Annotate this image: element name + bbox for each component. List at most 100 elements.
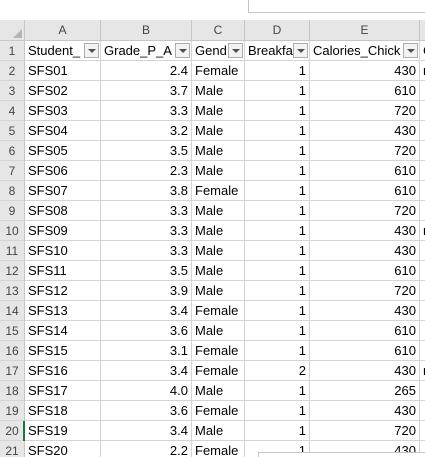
row-header-15[interactable]: 15 <box>0 321 25 341</box>
calories-cell[interactable]: 610 <box>310 161 420 181</box>
column-header-f[interactable] <box>420 20 425 41</box>
row-header-12[interactable]: 12 <box>0 261 25 281</box>
student-id-cell[interactable]: SFS10 <box>25 241 101 261</box>
column-f-cell[interactable] <box>420 261 425 281</box>
gender-cell[interactable]: Male <box>192 421 245 441</box>
gender-cell[interactable]: Male <box>192 261 245 281</box>
calories-cell[interactable]: 610 <box>310 261 420 281</box>
header-cell-f-partial[interactable]: C <box>420 41 425 61</box>
row-header-14[interactable]: 14 <box>0 301 25 321</box>
select-all-corner[interactable] <box>0 20 25 41</box>
row-header-11[interactable]: 11 <box>0 241 25 261</box>
student-id-cell[interactable]: SFS09 <box>25 221 101 241</box>
grade-cell[interactable]: 3.6 <box>101 321 192 341</box>
header-cell-breakfast[interactable]: Breakfa <box>245 41 310 61</box>
calories-cell[interactable]: 720 <box>310 421 420 441</box>
grade-cell[interactable]: 3.4 <box>101 361 192 381</box>
breakfast-cell[interactable]: 1 <box>245 201 310 221</box>
gender-cell[interactable]: Female <box>192 301 245 321</box>
grade-cell[interactable]: 3.3 <box>101 221 192 241</box>
student-id-cell[interactable]: SFS13 <box>25 301 101 321</box>
calories-cell[interactable]: 610 <box>310 321 420 341</box>
student-id-cell[interactable]: SFS03 <box>25 101 101 121</box>
student-id-cell[interactable]: SFS06 <box>25 161 101 181</box>
grade-cell[interactable]: 3.3 <box>101 101 192 121</box>
grade-cell[interactable]: 3.3 <box>101 241 192 261</box>
breakfast-cell[interactable]: 1 <box>245 301 310 321</box>
row-header-13[interactable]: 13 <box>0 281 25 301</box>
grade-cell[interactable]: 3.1 <box>101 341 192 361</box>
grade-cell[interactable]: 3.6 <box>101 401 192 421</box>
row-header-5[interactable]: 5 <box>0 121 25 141</box>
breakfast-cell[interactable]: 1 <box>245 81 310 101</box>
student-id-cell[interactable]: SFS14 <box>25 321 101 341</box>
header-cell-gender[interactable]: Gend <box>192 41 245 61</box>
row-header-2[interactable]: 2 <box>0 61 25 81</box>
gender-cell[interactable]: Male <box>192 121 245 141</box>
calories-cell[interactable]: 720 <box>310 201 420 221</box>
column-header-d[interactable]: D <box>245 20 310 41</box>
breakfast-cell[interactable]: 1 <box>245 181 310 201</box>
gender-cell[interactable]: Male <box>192 221 245 241</box>
grade-cell[interactable]: 4.0 <box>101 381 192 401</box>
calories-cell[interactable]: 430 <box>310 221 420 241</box>
breakfast-cell[interactable]: 1 <box>245 241 310 261</box>
calories-cell[interactable]: 430 <box>310 361 420 381</box>
column-f-cell[interactable] <box>420 441 425 457</box>
grade-cell[interactable]: 3.7 <box>101 81 192 101</box>
column-header-c[interactable]: C <box>192 20 245 41</box>
breakfast-cell[interactable]: 1 <box>245 321 310 341</box>
calories-cell[interactable]: 430 <box>310 301 420 321</box>
gender-cell[interactable]: Male <box>192 281 245 301</box>
filter-dropdown-icon[interactable] <box>175 43 190 58</box>
calories-cell[interactable]: 430 <box>310 61 420 81</box>
student-id-cell[interactable]: SFS18 <box>25 401 101 421</box>
calories-cell[interactable]: 720 <box>310 101 420 121</box>
grade-cell[interactable]: 3.9 <box>101 281 192 301</box>
row-header-8[interactable]: 8 <box>0 181 25 201</box>
column-f-cell[interactable] <box>420 421 425 441</box>
calories-cell[interactable]: 430 <box>310 121 420 141</box>
filter-dropdown-icon[interactable] <box>84 43 99 58</box>
breakfast-cell[interactable]: 1 <box>245 261 310 281</box>
header-cell-calories[interactable]: Calories_Chick <box>310 41 420 61</box>
row-header-16[interactable]: 16 <box>0 341 25 361</box>
column-header-e[interactable]: E <box>310 20 420 41</box>
row-header-17[interactable]: 17 <box>0 361 25 381</box>
calories-cell[interactable]: 610 <box>310 81 420 101</box>
gender-cell[interactable]: Male <box>192 201 245 221</box>
column-f-cell[interactable] <box>420 161 425 181</box>
breakfast-cell[interactable]: 1 <box>245 381 310 401</box>
breakfast-cell[interactable]: 2 <box>245 361 310 381</box>
column-header-a[interactable]: A <box>25 20 101 41</box>
student-id-cell[interactable]: SFS20 <box>25 441 101 457</box>
column-f-cell[interactable] <box>420 241 425 261</box>
gender-cell[interactable]: Female <box>192 61 245 81</box>
row-header-6[interactable]: 6 <box>0 141 25 161</box>
breakfast-cell[interactable]: 1 <box>245 281 310 301</box>
row-header-20[interactable]: 20 <box>0 421 25 441</box>
student-id-cell[interactable]: SFS15 <box>25 341 101 361</box>
column-f-cell[interactable] <box>420 301 425 321</box>
calories-cell[interactable]: 430 <box>310 401 420 421</box>
student-id-cell[interactable]: SFS11 <box>25 261 101 281</box>
calories-cell[interactable]: 610 <box>310 341 420 361</box>
grade-cell[interactable]: 2.2 <box>101 441 192 457</box>
grade-cell[interactable]: 3.2 <box>101 121 192 141</box>
filter-dropdown-icon[interactable] <box>293 43 308 58</box>
column-f-cell[interactable]: n <box>420 221 425 241</box>
grade-cell[interactable]: 3.3 <box>101 201 192 221</box>
gender-cell[interactable]: Male <box>192 321 245 341</box>
header-cell-student-id[interactable]: Student_ <box>25 41 101 61</box>
breakfast-cell[interactable]: 1 <box>245 121 310 141</box>
grade-cell[interactable]: 3.4 <box>101 421 192 441</box>
student-id-cell[interactable]: SFS02 <box>25 81 101 101</box>
breakfast-cell[interactable]: 1 <box>245 401 310 421</box>
student-id-cell[interactable]: SFS04 <box>25 121 101 141</box>
grade-cell[interactable]: 2.3 <box>101 161 192 181</box>
row-header-19[interactable]: 19 <box>0 401 25 421</box>
calories-cell[interactable]: 720 <box>310 141 420 161</box>
breakfast-cell[interactable]: 1 <box>245 141 310 161</box>
row-header-3[interactable]: 3 <box>0 81 25 101</box>
student-id-cell[interactable]: SFS05 <box>25 141 101 161</box>
